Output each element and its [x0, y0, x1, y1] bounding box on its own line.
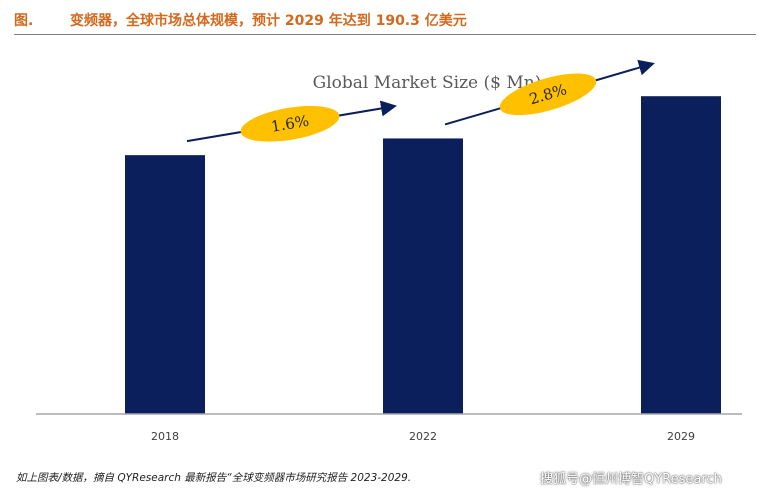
growth-ellipse-2 [499, 73, 597, 116]
x-tick-label-2029: 2029 [667, 430, 695, 443]
figure-title: 变频器，全球市场总体规模，预计 2029 年达到 190.3 亿美元 [70, 13, 467, 29]
x-tick-label-2018: 2018 [151, 430, 179, 443]
figure-label: 图. [14, 13, 34, 29]
growth-ellipse-1 [240, 105, 340, 142]
x-tick-label-2022: 2022 [409, 430, 437, 443]
growth-annotations-layer: 1.6% 2.8% [186, 59, 655, 143]
bar-2018 [125, 155, 205, 414]
bar-2029 [641, 96, 721, 414]
figure-header: 图. 变频器，全球市场总体规模，预计 2029 年达到 190.3 亿美元 [14, 4, 756, 35]
bar-2022 [383, 138, 463, 414]
growth-badge-1: 1.6% [240, 105, 340, 142]
watermark: 搜狐号@恒州博智QYResearch [540, 472, 722, 487]
growth-badge-2: 2.8% [499, 73, 597, 116]
bars-layer [125, 96, 721, 414]
chart-title: Global Market Size ($ Mn) [313, 73, 542, 93]
source-note: 如上图表/数据，摘自 QYResearch 最新报告“全球变频器市场研究报告 2… [16, 472, 412, 484]
tick-labels-layer: 2018 2022 2029 [151, 430, 695, 443]
